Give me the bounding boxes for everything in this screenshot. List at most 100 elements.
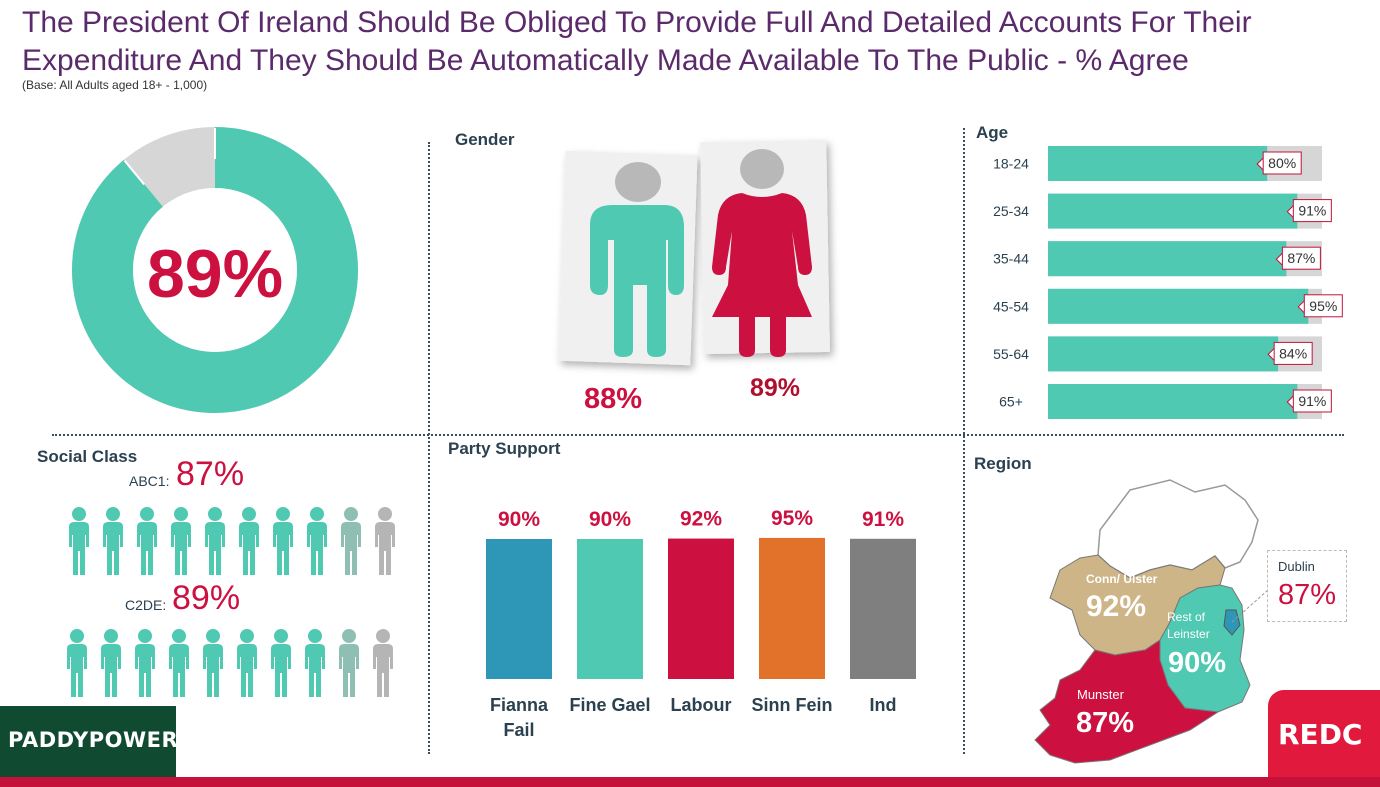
abc1-person-icon xyxy=(205,507,225,575)
abc1-person-icon xyxy=(103,507,123,575)
gender-illustration xyxy=(558,139,830,366)
dublin-callout-box: Dublin 87% xyxy=(1267,550,1347,622)
age-category-label: 65+ xyxy=(999,394,1023,410)
c2de-person-icon xyxy=(135,629,155,697)
dublin-label: Dublin xyxy=(1278,559,1315,574)
c2de-person-icon xyxy=(305,629,325,697)
age-value-label: 91% xyxy=(1298,203,1326,219)
c2de-person-icon xyxy=(101,629,121,697)
age-value-label: 91% xyxy=(1298,393,1326,409)
paddypower-logo xyxy=(0,706,176,777)
c2de-person-icon xyxy=(271,629,291,697)
section-heading-party-support: Party Support xyxy=(448,439,561,458)
party-name-label: Fianna xyxy=(490,695,549,715)
abc1-person-icon xyxy=(171,507,191,575)
age-value-callout xyxy=(1303,294,1343,318)
party-bar xyxy=(668,538,734,679)
dublin-callout-line xyxy=(1231,589,1269,623)
dublin-value-label: 87% xyxy=(1278,579,1337,611)
party-name-label: Ind xyxy=(870,695,897,715)
munster-label: Munster xyxy=(1077,687,1124,702)
ireland-region-map xyxy=(1034,479,1269,764)
section-heading-social-class: Social Class xyxy=(37,447,138,466)
age-value-callout xyxy=(1262,151,1302,175)
c2de-person-icon xyxy=(339,629,359,697)
c2de-person-icon xyxy=(203,629,223,697)
age-bar xyxy=(1048,193,1298,229)
party-value-label: 90% xyxy=(589,508,631,531)
c2de-person-icon xyxy=(67,629,87,697)
age-bar xyxy=(1048,288,1309,324)
age-value-callout xyxy=(1292,389,1332,413)
party-value-label: 92% xyxy=(680,508,722,531)
party-name-label: Labour xyxy=(671,695,732,715)
party-name-label: Sinn Fein xyxy=(752,695,833,715)
donut-hole xyxy=(133,188,297,352)
paddypower-logo-text: PADDYPOWER. xyxy=(8,728,188,752)
age-bar xyxy=(1048,241,1287,277)
age-category-label: 55-64 xyxy=(993,346,1029,362)
female-value-label: 89% xyxy=(750,374,801,402)
redc-logo xyxy=(1268,690,1380,777)
abc1-person-icon xyxy=(69,507,89,575)
rest-of-leinster-label: Rest of Leinster xyxy=(1167,609,1210,643)
abc1-people-chart xyxy=(69,507,395,575)
rest-of-leinster-value-label: 90% xyxy=(1168,647,1227,679)
c2de-label: C2DE: xyxy=(125,597,167,613)
age-category-label: 35-44 xyxy=(993,251,1029,267)
female-figure-icon xyxy=(712,149,812,357)
party-bar xyxy=(486,539,552,679)
age-category-label: 25-34 xyxy=(993,203,1029,219)
abc1-value-label: 87% xyxy=(176,455,245,493)
base-note: (Base: All Adults aged 18+ - 1,000) xyxy=(22,78,208,92)
c2de-person-icon xyxy=(237,629,257,697)
c2de-person-icon xyxy=(169,629,189,697)
munster-region xyxy=(1034,639,1220,764)
northern-ireland-region xyxy=(1097,479,1259,579)
party-bar xyxy=(577,539,643,679)
abc1-label: ABC1: xyxy=(129,473,170,489)
divider-horizontal xyxy=(52,434,1344,436)
party-value-label: 95% xyxy=(771,507,813,530)
party-value-label: 91% xyxy=(862,508,904,531)
abc1-person-icon xyxy=(375,507,395,575)
section-heading-region: Region xyxy=(974,454,1032,473)
divider-vertical-left xyxy=(428,142,430,754)
age-bar-chart: 18-24 80% 25-34 91% 35-44 87% 45-54 95% 55-64 84%… xyxy=(993,146,1343,419)
rest-of-leinster-label-line-2: Leinster xyxy=(1167,627,1210,641)
footer-bar xyxy=(0,777,1380,787)
party-bar xyxy=(759,537,825,679)
male-figure-icon xyxy=(590,162,684,357)
section-heading-gender: Gender xyxy=(455,130,515,149)
c2de-people-chart xyxy=(67,629,393,697)
abc1-person-icon xyxy=(137,507,157,575)
munster-value-label: 87% xyxy=(1076,707,1135,739)
party-name-label: Fine Gael xyxy=(569,695,650,715)
c2de-person-icon xyxy=(373,629,393,697)
divider-vertical-right xyxy=(963,128,965,754)
page-title: The President Of Ireland Should Be Oblig… xyxy=(22,6,1252,77)
rest-of-leinster-label-line-1: Rest of xyxy=(1167,610,1206,624)
abc1-person-icon xyxy=(341,507,361,575)
age-value-label: 84% xyxy=(1279,345,1307,361)
party-value-label: 90% xyxy=(498,508,540,531)
party-bar-chart: 90% Fianna Fail 90% Fine Gael 92% Labour 95% Sin… xyxy=(486,507,916,740)
abc1-person-icon xyxy=(239,507,259,575)
overall-value-label: 89% xyxy=(147,236,283,312)
age-bar xyxy=(1048,336,1279,372)
c2de-value-label: 89% xyxy=(172,579,241,617)
dublin-region xyxy=(1223,609,1241,636)
section-heading-age: Age xyxy=(976,123,1009,142)
age-category-label: 18-24 xyxy=(993,156,1029,172)
male-value-label: 88% xyxy=(584,383,643,415)
abc1-person-icon xyxy=(307,507,327,575)
conn-ulster-value-label: 92% xyxy=(1086,590,1147,623)
age-value-callout xyxy=(1292,199,1332,223)
age-value-label: 95% xyxy=(1309,298,1337,314)
age-value-callout xyxy=(1281,246,1321,270)
donut-slice-gap xyxy=(123,159,146,186)
age-bar xyxy=(1048,146,1268,181)
age-value-callout xyxy=(1273,341,1313,365)
party-bar xyxy=(850,538,916,679)
party-name-label: Fail xyxy=(503,720,534,740)
